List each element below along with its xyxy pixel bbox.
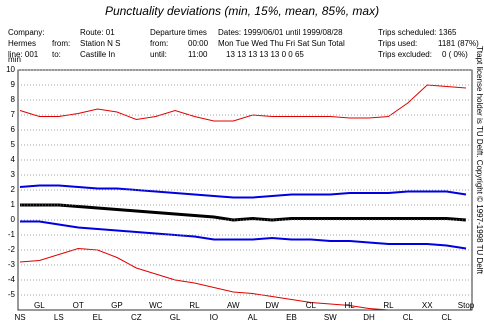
x-tick-label: OT xyxy=(73,301,84,310)
x-tick-label: NS xyxy=(14,313,25,322)
y-tick-label: 10 xyxy=(6,65,15,74)
x-tick-label: RL xyxy=(189,301,200,310)
x-tick-label: CL xyxy=(441,313,452,322)
x-tick-label: Stop xyxy=(458,301,475,310)
x-tick-label: IO xyxy=(210,313,218,322)
info-text: 13 13 13 13 13 0 0 65 xyxy=(226,50,304,59)
x-tick-label: SW xyxy=(324,313,337,322)
y-tick-label: 7 xyxy=(11,110,16,119)
y-tick-label: -3 xyxy=(8,260,16,269)
x-tick-label: GL xyxy=(34,301,45,310)
x-tick-label: LS xyxy=(54,313,64,322)
x-tick-label: AL xyxy=(248,313,258,322)
y-tick-label: 0 xyxy=(11,215,16,224)
y-tick-label: -4 xyxy=(8,275,16,284)
info-text: Trips used: xyxy=(378,39,417,48)
x-tick-label: CZ xyxy=(131,313,142,322)
chart-title: Punctuality deviations (min, 15%, mean, … xyxy=(105,4,379,18)
y-tick-label: 1 xyxy=(11,200,16,209)
x-tick-label: XX xyxy=(422,301,433,310)
y-tick-label: 4 xyxy=(11,155,16,164)
x-tick-label: WC xyxy=(149,301,163,310)
y-tick-label: 2 xyxy=(11,185,16,194)
info-text: until: xyxy=(150,50,167,59)
x-tick-label: CL xyxy=(306,301,317,310)
copyright-note: Ttapt license holder is TU Delft. Copyri… xyxy=(475,46,484,275)
info-text: from: xyxy=(52,39,70,48)
info-text: to: xyxy=(52,50,61,59)
info-text: 00:00 xyxy=(188,39,209,48)
y-tick-label: 9 xyxy=(11,80,16,89)
series-line xyxy=(19,184,467,199)
y-tick-label: 8 xyxy=(11,95,16,104)
x-tick-label: GP xyxy=(111,301,123,310)
info-text: Company: xyxy=(8,28,44,37)
info-text: Route: 01 xyxy=(80,28,115,37)
y-axis-label: min xyxy=(8,55,21,64)
info-text: Trips scheduled: 1365 xyxy=(378,28,457,37)
x-tick-label: CL xyxy=(403,313,414,322)
info-text: 1181 (87%) xyxy=(438,39,479,48)
info-text: Mon Tue Wed Thu Fri Sat Sun Total xyxy=(218,39,345,48)
x-tick-label: DH xyxy=(363,313,375,322)
info-text: from: xyxy=(150,39,168,48)
x-tick-label: DW xyxy=(265,301,279,310)
x-tick-label: EL xyxy=(93,313,103,322)
y-tick-label: 6 xyxy=(11,125,16,134)
x-tick-label: HL xyxy=(345,301,356,310)
info-text: Castille In xyxy=(80,50,115,59)
x-tick-label: EB xyxy=(286,313,297,322)
x-tick-label: GL xyxy=(170,313,181,322)
y-tick-label: 3 xyxy=(11,170,16,179)
x-tick-label: AW xyxy=(227,301,240,310)
y-tick-label: 5 xyxy=(11,140,16,149)
x-tick-label: RL xyxy=(383,301,394,310)
info-text: Trips excluded: xyxy=(378,50,432,59)
series-line xyxy=(19,84,467,122)
y-tick-label: -2 xyxy=(8,245,16,254)
series-line xyxy=(19,247,395,310)
info-text: 11:00 xyxy=(188,50,208,59)
info-text: Station N S xyxy=(80,39,120,48)
series-line xyxy=(20,203,467,222)
y-tick-label: -1 xyxy=(8,230,16,239)
info-text: 0 ( 0%) xyxy=(442,50,468,59)
y-tick-label: -5 xyxy=(8,290,16,299)
info-text: Dates: 1999/06/01 until 1999/08/28 xyxy=(218,28,343,37)
info-text: line: 001 xyxy=(8,50,39,59)
info-text: Hermes xyxy=(8,39,36,48)
info-text: Departure times xyxy=(150,28,207,37)
series-line xyxy=(20,220,467,250)
